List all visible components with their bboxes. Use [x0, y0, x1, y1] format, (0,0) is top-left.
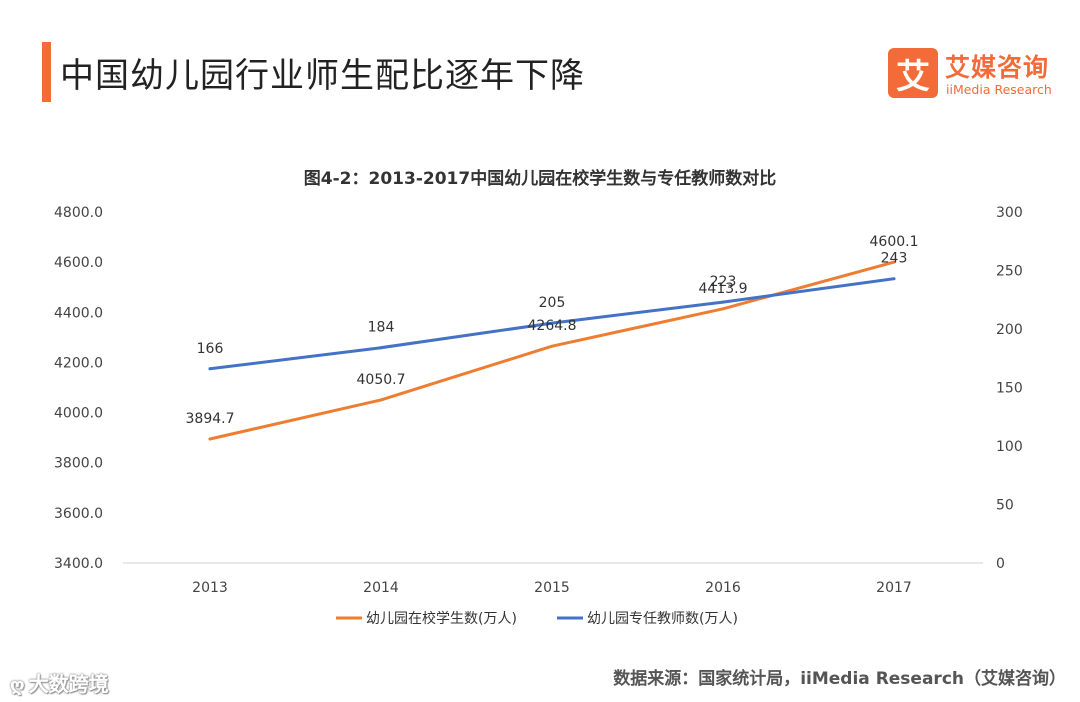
watermark: ღ 大数跨境: [10, 668, 109, 697]
left-axis-tick-label: 3400.0: [54, 556, 103, 572]
data-labels: 3894.7 4050.7 4264.8 4413.9 4600.1 166 184 205 2…: [186, 234, 919, 427]
logo-name-en: iiMedia Research: [946, 82, 1052, 97]
series-layer: [208, 260, 896, 441]
data-label: 4600.1: [870, 234, 919, 250]
data-point: [892, 277, 896, 281]
logo-mark-icon: 艾: [888, 48, 938, 98]
left-axis-tick-label: 4400.0: [54, 305, 103, 321]
data-source: 数据来源：国家统计局，iiMedia Research（艾媒咨询）: [613, 669, 1066, 689]
legend-label-2: 幼儿园专任教师数(万人): [587, 611, 738, 627]
data-label: 205: [539, 295, 566, 311]
left-axis-tick-label: 4800.0: [54, 205, 103, 221]
x-axis-tick-label: 2017: [876, 580, 912, 596]
data-label: 4264.8: [528, 318, 577, 334]
left-axis-tick-label: 3600.0: [54, 506, 103, 522]
data-point: [721, 307, 725, 311]
right-axis-tick-label: 0: [996, 556, 1005, 572]
data-point: [379, 398, 383, 402]
right-axis-tick-label: 100: [996, 439, 1023, 455]
data-point: [208, 437, 212, 441]
data-label: 3894.7: [186, 411, 235, 427]
x-axis-tick-label: 2016: [705, 580, 741, 596]
watermark-text: 大数跨境: [28, 672, 109, 696]
left-axis-tick-label: 4000.0: [54, 406, 103, 422]
data-label: 223: [710, 274, 737, 290]
left-axis: 4800.0 4600.0 4400.0 4200.0 4000.0 3800.0 3600…: [54, 205, 103, 572]
legend-label-1: 幼儿园在校学生数(万人): [366, 610, 517, 627]
right-axis: 300 250 200 150 100 50 0: [996, 205, 1023, 572]
left-axis-tick-label: 4600.0: [54, 255, 103, 271]
data-label: 4050.7: [357, 372, 406, 388]
right-axis-tick-label: 300: [996, 205, 1023, 221]
legend: 幼儿园在校学生数(万人) 幼儿园专任教师数(万人): [336, 610, 738, 627]
right-axis-tick-label: 50: [996, 498, 1014, 514]
data-point: [550, 321, 554, 325]
data-label: 243: [881, 251, 908, 267]
iimedia-logo: 艾 艾媒咨询 iiMedia Research: [888, 46, 1058, 102]
data-point: [379, 346, 383, 350]
data-point: [721, 300, 725, 304]
series-line-1: [208, 260, 896, 441]
right-axis-tick-label: 250: [996, 264, 1023, 280]
x-axis-tick-label: 2015: [534, 580, 570, 596]
data-label: 166: [197, 341, 224, 357]
left-axis-tick-label: 4200.0: [54, 355, 103, 371]
logo-name-cn: 艾媒咨询: [945, 53, 1050, 82]
title-accent-bar: [42, 42, 51, 102]
data-label: 184: [368, 320, 395, 336]
data-point: [208, 367, 212, 371]
data-point: [892, 260, 896, 264]
page-title: 中国幼儿园行业师生配比逐年下降: [60, 56, 585, 96]
x-axis-tick-label: 2013: [192, 580, 228, 596]
data-label: 4413.9: [699, 281, 748, 297]
weibo-icon: ღ: [10, 675, 25, 696]
right-axis-tick-label: 150: [996, 381, 1023, 397]
chart-title: 图4-2：2013-2017中国幼儿园在校学生数与专任教师数对比: [304, 168, 776, 189]
x-axis-tick-label: 2014: [363, 580, 399, 596]
left-axis-tick-label: 3800.0: [54, 456, 103, 472]
right-axis-tick-label: 200: [996, 322, 1023, 338]
x-axis: 2013 2014 2015 2016 2017: [192, 580, 912, 596]
data-point: [550, 344, 554, 348]
